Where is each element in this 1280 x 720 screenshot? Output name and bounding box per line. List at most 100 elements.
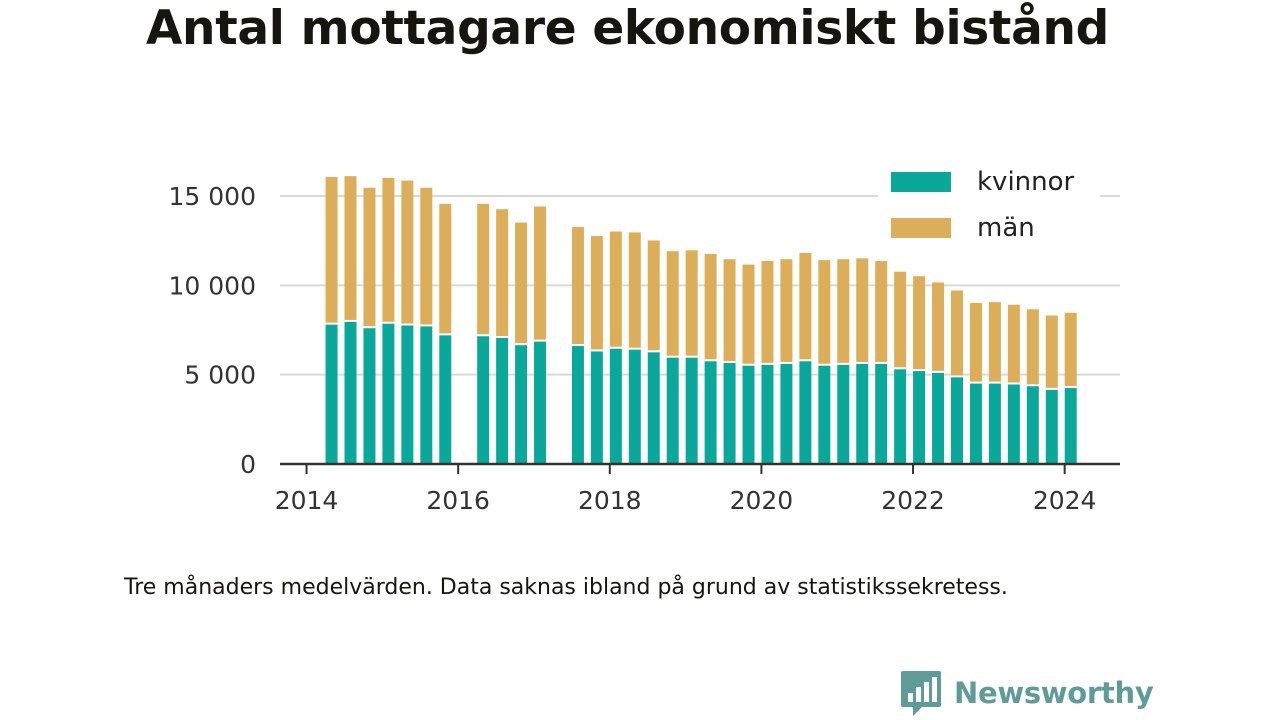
y-tick-label: 10 000 [169,271,256,300]
legend: kvinnor män [878,160,1100,250]
bar-man [1064,312,1077,387]
chart-caption: Tre månaders medelvärden. Data saknas ib… [124,575,1008,600]
bar-kvinnor [837,364,850,464]
x-tick-label: 2024 [1033,486,1097,515]
y-tick-label: 0 [240,450,256,479]
bar-kvinnor [1064,388,1077,464]
bar-man [1026,309,1039,385]
bar-man [363,187,376,327]
bar-kvinnor [666,357,679,464]
bar-kvinnor [647,352,660,464]
bar-man [344,176,357,320]
bar-kvinnor [685,357,698,464]
bar-man [666,251,679,356]
brand-name: Newsworthy [954,676,1154,710]
bar-kvinnor [1045,389,1058,464]
bar-kvinnor [401,325,414,464]
legend-swatch [891,218,951,238]
bar-kvinnor [382,323,395,464]
bar-man [780,259,793,362]
bar-kvinnor [1026,386,1039,464]
bar-kvinnor [780,363,793,464]
brand[interactable]: Newsworthy [900,669,1154,717]
bar-man [951,290,964,376]
bar-kvinnor [363,328,376,464]
chart-title: Antal mottagare ekonomiskt bistånd [145,1,1110,56]
y-tick-label: 5 000 [184,361,256,390]
bar-kvinnor [609,348,622,464]
x-tick-label: 2022 [881,486,945,515]
bar-man [969,302,982,382]
bar-kvinnor [496,338,509,464]
bar-kvinnor [951,377,964,464]
bar-kvinnor [969,383,982,464]
bar-man [515,222,528,344]
bar-man [382,177,395,322]
bar-kvinnor [932,372,945,464]
x-tick-label: 2020 [730,486,794,515]
legend-swatch [891,172,951,192]
bar-man [420,187,433,325]
bar-man [571,227,584,345]
bar-man [818,260,831,364]
bar-kvinnor [856,363,869,464]
bar-man [1045,315,1058,388]
y-tick-label: 15 000 [169,182,256,211]
bar-man [837,259,850,363]
newsworthy-logo-icon [901,671,941,716]
bar-man [761,261,774,363]
bar-man [647,240,660,351]
bar-man [590,235,603,350]
x-axis [280,462,1120,474]
bar-kvinnor [628,349,641,464]
bar-kvinnor [1007,384,1020,464]
bar-man [325,177,338,323]
bar-kvinnor [913,371,926,464]
bar-kvinnor [571,346,584,464]
bar-man [894,271,907,368]
bar-man [477,203,490,335]
bar-kvinnor [894,369,907,464]
bar-man [628,232,641,348]
legend-label: kvinnor [977,167,1075,197]
bar-kvinnor [590,351,603,464]
bar-kvinnor [515,345,528,464]
x-tick-label: 2018 [578,486,642,515]
bar-kvinnor [704,361,717,464]
bar-man [534,206,547,340]
bar-kvinnor [818,365,831,464]
bar-kvinnor [439,335,452,464]
bar-man [856,258,869,362]
bar-man [401,180,414,324]
bar-kvinnor [477,336,490,464]
bar-man [439,203,452,334]
bar-man [704,253,717,360]
x-tick-labels: 2014 2016 2018 2020 2022 2024 [275,486,1097,515]
bar-kvinnor [325,324,338,464]
bar-man [913,276,926,370]
bar-man [932,282,945,371]
bar-man [723,259,736,362]
bar-man [496,209,509,337]
bar-man [742,264,755,364]
bar-kvinnor [988,383,1001,464]
legend-label: män [977,213,1035,243]
bar-man [609,231,622,347]
bar-kvinnor [534,341,547,464]
bar-kvinnor [742,365,755,464]
bar-kvinnor [875,363,888,464]
x-tick-label: 2016 [426,486,490,515]
bar-man [685,250,698,356]
bar-kvinnor [723,363,736,464]
bar-man [799,252,812,360]
bar-man [875,261,888,362]
bar-kvinnor [761,364,774,464]
bar-kvinnor [799,361,812,464]
x-tick-label: 2014 [275,486,339,515]
bar-man [988,302,1001,382]
bars [325,176,1077,464]
bar-kvinnor [420,326,433,464]
bar-kvinnor [344,321,357,464]
y-tick-labels: 0 5 000 10 000 15 000 [169,182,256,479]
